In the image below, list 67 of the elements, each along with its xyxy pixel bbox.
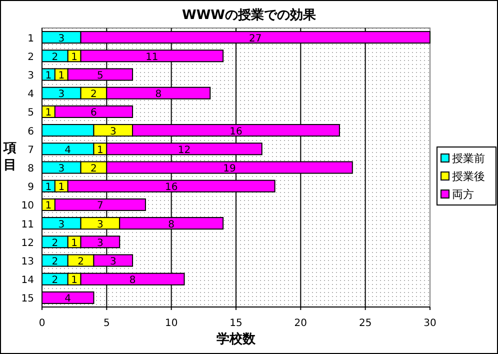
data-label: 3: [110, 126, 116, 138]
y-tick-label: 10: [21, 200, 34, 212]
y-tick-label: 4: [28, 89, 34, 100]
data-label: 3: [58, 164, 65, 174]
data-label: 1: [45, 200, 52, 212]
legend-label: 授業前: [452, 152, 485, 165]
data-label: 1: [58, 182, 65, 194]
y-tick-label: 11: [21, 219, 34, 230]
x-tick-label: 15: [230, 318, 242, 329]
data-label: 16: [230, 126, 242, 138]
y-tick-label: 7: [28, 144, 34, 156]
data-label: 12: [178, 144, 191, 156]
data-label: 3: [97, 238, 104, 249]
data-label: 1: [45, 70, 52, 82]
data-label: 1: [58, 70, 65, 82]
data-label: 16: [164, 182, 178, 194]
legend-label: 両方: [452, 188, 474, 201]
y-tick-label: 3: [28, 70, 34, 82]
data-label: 2: [78, 256, 84, 268]
data-label: 1: [45, 182, 52, 194]
y-tick-label: 2: [28, 52, 34, 63]
y-tick-label: 9: [28, 182, 34, 194]
data-label: 2: [52, 256, 58, 268]
data-label: 1: [71, 52, 78, 63]
y-tick-label: 6: [28, 126, 34, 138]
data-label: 19: [223, 164, 236, 174]
data-label: 7: [97, 200, 104, 212]
data-label: 3: [97, 219, 104, 230]
data-label: 2: [52, 238, 58, 249]
x-tick-label: 25: [358, 318, 372, 329]
data-label: 6: [90, 108, 97, 119]
x-axis-title: 学校数: [216, 331, 256, 347]
data-label: 11: [146, 52, 158, 63]
data-label: 1: [45, 108, 52, 119]
x-tick-label: 0: [38, 318, 46, 329]
data-label: 2: [90, 164, 97, 174]
data-label: 2: [52, 275, 58, 286]
data-label: 8: [155, 89, 162, 100]
x-tick-label: 5: [103, 318, 110, 329]
y-tick-label: 15: [21, 294, 34, 305]
y-tick-label: 5: [28, 108, 34, 119]
legend-label: 授業後: [452, 170, 485, 183]
data-label: 3: [58, 33, 65, 44]
data-label: 1: [71, 238, 78, 249]
y-tick-label: 8: [28, 164, 34, 174]
x-tick-label: 10: [164, 318, 178, 329]
data-label: 4: [64, 294, 72, 305]
data-label: 8: [168, 219, 175, 230]
data-label: 5: [97, 70, 104, 82]
data-label: 3: [58, 89, 65, 100]
y-axis-title: 項目: [2, 141, 16, 173]
x-tick-label: 30: [424, 318, 436, 329]
y-tick-label: 14: [21, 275, 34, 286]
y-tick-label: 13: [21, 256, 34, 268]
data-label: 3: [110, 256, 116, 268]
data-label: 8: [129, 275, 136, 286]
data-label: 2: [52, 52, 58, 63]
data-label: 1: [71, 275, 78, 286]
y-tick-label: 1: [28, 33, 34, 44]
data-label: 27: [249, 33, 262, 44]
y-tick-label: 12: [21, 238, 34, 249]
data-label: 2: [90, 89, 97, 100]
data-label: 3: [58, 219, 65, 230]
data-label: 1: [97, 144, 104, 156]
x-tick-label: 20: [294, 318, 308, 329]
data-label: 4: [64, 144, 72, 156]
chart-title: WWWの授業での効果: [182, 7, 317, 23]
